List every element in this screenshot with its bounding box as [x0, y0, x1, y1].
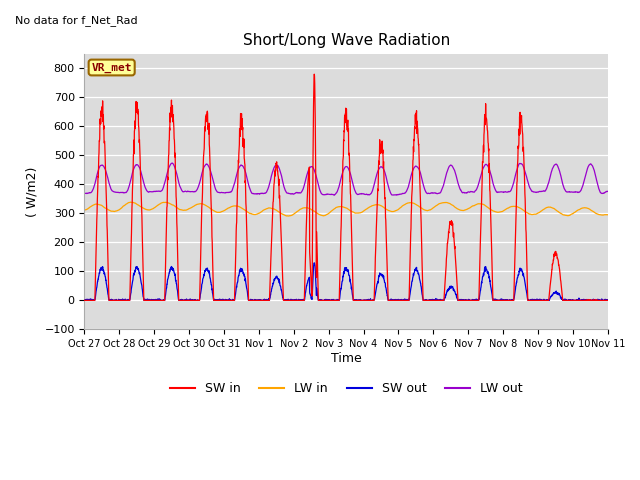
- X-axis label: Time: Time: [331, 352, 362, 365]
- Text: VR_met: VR_met: [92, 62, 132, 72]
- Legend: SW in, LW in, SW out, LW out: SW in, LW in, SW out, LW out: [164, 377, 527, 400]
- Y-axis label: ( W/m2): ( W/m2): [26, 167, 39, 216]
- Text: No data for f_Net_Rad: No data for f_Net_Rad: [15, 15, 138, 26]
- Title: Short/Long Wave Radiation: Short/Long Wave Radiation: [243, 33, 450, 48]
